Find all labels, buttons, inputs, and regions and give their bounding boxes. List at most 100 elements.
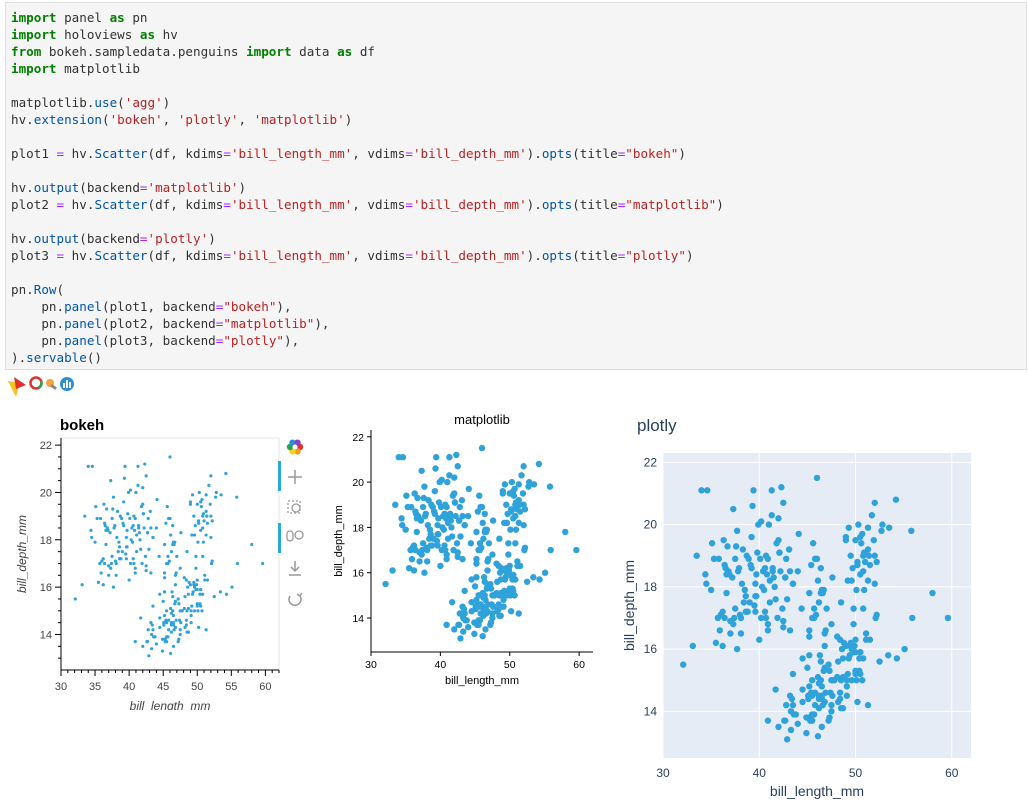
matplotlib-point	[457, 635, 464, 642]
matplotlib-point	[433, 453, 440, 461]
bokeh-point	[90, 464, 94, 469]
bokeh-point	[224, 471, 228, 476]
matplotlib-point	[515, 481, 522, 488]
matplotlib-point	[494, 578, 501, 585]
plotly-point	[712, 639, 720, 647]
pan-icon[interactable]	[288, 470, 302, 484]
bokeh-point	[99, 571, 103, 575]
bokeh-point	[164, 609, 169, 613]
plotly-point	[866, 561, 874, 569]
matplotlib-point	[389, 567, 396, 574]
plotly-point	[757, 518, 765, 525]
plotly-point	[806, 589, 813, 597]
matplotlib-point	[443, 621, 450, 629]
code-token: =	[223, 248, 231, 263]
save-icon[interactable]	[289, 561, 301, 576]
matplotlib-point	[476, 546, 484, 554]
code-line: pn.panel(plot1, backend="bokeh"),	[11, 299, 292, 314]
bokeh-point	[117, 540, 121, 544]
bokeh-logo-icon[interactable]	[286, 439, 304, 455]
matplotlib-point	[489, 517, 497, 524]
matplotlib-point	[451, 626, 458, 633]
bokeh-point	[111, 585, 116, 589]
plotly-x-tick-label: 40	[753, 766, 767, 780]
bokeh-point	[147, 654, 151, 658]
bokeh-point	[194, 554, 198, 558]
bokeh-chart[interactable]: bokeh 30 35 40 45 50 55 60 14 16 18 20 22 bill_lengt…	[0, 410, 320, 710]
bokeh-point	[124, 557, 128, 561]
plotly-point	[774, 614, 781, 622]
matplotlib-point	[382, 580, 389, 588]
box-zoom-icon[interactable]	[287, 500, 301, 514]
bokeh-point	[73, 597, 77, 601]
code-cell[interactable]: import panel as pn import holoviews as h…	[5, 2, 1027, 370]
matplotlib-point	[493, 589, 500, 597]
plotly-point	[707, 586, 715, 594]
holoviews-logo-icon	[46, 379, 57, 390]
plotly-point	[854, 698, 861, 706]
matplotlib-point	[402, 526, 409, 533]
bokeh-point	[169, 630, 173, 634]
matplotlib-point	[426, 526, 434, 533]
bokeh-point	[205, 514, 209, 518]
code-token: ),	[276, 299, 292, 314]
matplotlib-point	[465, 485, 473, 493]
bokeh-point	[166, 561, 170, 566]
code-token: hv.	[64, 197, 95, 212]
code-token: import	[11, 61, 57, 76]
bokeh-point	[201, 526, 205, 530]
wheel-zoom-icon[interactable]	[286, 530, 304, 542]
plotly-point	[689, 642, 697, 650]
matplotlib-point	[515, 519, 522, 527]
plotly-point	[871, 580, 878, 587]
plotly-point	[810, 711, 818, 718]
bokeh-point	[133, 639, 137, 644]
bokeh-point	[162, 621, 166, 625]
bokeh-point	[128, 488, 133, 492]
bokeh-point	[115, 535, 119, 540]
bokeh-point	[198, 592, 202, 596]
code-token: "plotly"	[625, 248, 686, 263]
bokeh-point	[120, 550, 124, 554]
plotly-chart[interactable]: plotly 30 40 50 60 14 16 18 20 22 bill_length_mm b…	[620, 405, 1020, 809]
plotly-point	[859, 676, 866, 684]
bokeh-point	[190, 493, 195, 497]
bokeh-point	[171, 595, 175, 599]
plotly-point	[861, 558, 869, 566]
matplotlib-point	[435, 499, 443, 506]
plotly-point	[768, 487, 775, 494]
code-line: plot2 = hv.Scatter(df, kdims='bill_lengt…	[11, 197, 724, 212]
bokeh-point	[176, 597, 180, 601]
plotly-point	[843, 692, 851, 699]
bokeh-point	[173, 625, 178, 629]
code-token: (backend	[79, 180, 140, 195]
matplotlib-point	[460, 628, 467, 635]
bokeh-point	[149, 621, 153, 625]
bokeh-point	[127, 578, 131, 582]
bokeh-point	[195, 602, 199, 606]
bokeh-point	[162, 571, 167, 575]
matplotlib-point	[515, 610, 522, 617]
code-token: , vdims	[352, 146, 406, 161]
reset-icon[interactable]	[288, 592, 303, 606]
matplotlib-point	[453, 451, 460, 459]
code-token: matplotlib	[56, 61, 140, 76]
matplotlib-point	[562, 528, 569, 536]
bokeh-x-axis-label: bill_length_mm	[130, 699, 211, 710]
bokeh-point	[135, 550, 139, 554]
plotly-point	[860, 552, 867, 559]
plotly-point	[817, 658, 825, 665]
plotly-point	[729, 574, 736, 581]
bokeh-point	[201, 592, 205, 596]
plotly-y-tick-label: 22	[644, 455, 658, 469]
bokeh-point	[140, 561, 144, 566]
code-block[interactable]: import panel as pn import holoviews as h…	[11, 9, 724, 366]
bokeh-point	[176, 639, 180, 644]
matplotlib-point	[525, 478, 533, 486]
bokeh-point	[122, 500, 126, 504]
bokeh-toolbar[interactable]	[278, 439, 304, 606]
code-token: (plot1, backend	[102, 299, 216, 314]
bokeh-point	[132, 514, 136, 518]
matplotlib-point	[456, 610, 463, 617]
plotly-point	[818, 723, 826, 731]
